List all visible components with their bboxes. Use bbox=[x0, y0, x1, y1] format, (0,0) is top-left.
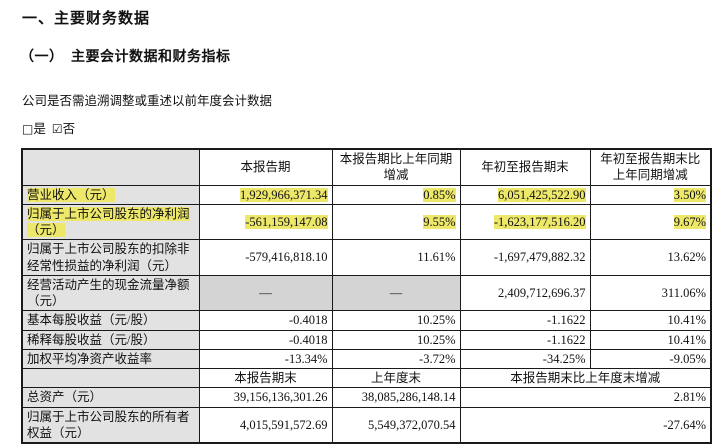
value-cell: -9.05% bbox=[589, 348, 712, 370]
restatement-question: 公司是否需追溯调整或重述以前年度会计数据 bbox=[22, 94, 273, 108]
value-cell: -0.4018 bbox=[198, 310, 333, 331]
subheader-row: 本报告期末 上年度末 本报告期末比上年度末增减 bbox=[21, 367, 712, 389]
checkbox-line: □是 ☑否 bbox=[22, 118, 717, 137]
header-row: 本报告期 本报告期比上年同期增减 年初至报告期末 年初至报告期末比上年同期增减 bbox=[21, 148, 712, 186]
value-cell: 10.41% bbox=[589, 329, 712, 350]
value-cell: 5,549,372,070.54 bbox=[331, 406, 461, 444]
value-cell: -27.64% bbox=[459, 406, 712, 444]
document-page: 一、主要财务数据 （一） 主要会计数据和财务指标 公司是否需追溯调整或重述以前年… bbox=[0, 7, 717, 444]
row-label: 归属于上市公司股东的所有者权益（元） bbox=[21, 406, 200, 444]
col-header: 本报告期比上年同期增减 bbox=[331, 148, 461, 186]
col-header: 年初至报告期末比上年同期增减 bbox=[589, 148, 712, 186]
highlighted-value: 6,051,425,522.90 bbox=[498, 187, 586, 202]
highlighted-text: 归属于上市公司股东的净利润（元） bbox=[27, 206, 190, 237]
table-row-total-assets: 总资产（元） 39,156,136,301.26 38,085,286,148.… bbox=[21, 387, 712, 408]
highlighted-value: -561,159,147.08 bbox=[245, 214, 328, 229]
checkbox-no-option: ☑否 bbox=[52, 122, 75, 136]
col-subheader: 本报告期末 bbox=[198, 367, 333, 389]
value-cell: 311.06% bbox=[589, 274, 712, 312]
table-row-operating-cash-flow: 经营活动产生的现金流量净额（元） — — 2,409,712,696.37 31… bbox=[21, 274, 712, 312]
value-cell: 4,015,591,572.69 bbox=[198, 406, 333, 444]
col-header: 本报告期 bbox=[198, 148, 333, 186]
value-cell: 2,409,712,696.37 bbox=[459, 274, 591, 312]
row-label: 营业收入（元） bbox=[21, 184, 200, 205]
table-row-shareholders-equity: 归属于上市公司股东的所有者权益（元） 4,015,591,572.69 5,54… bbox=[21, 406, 712, 444]
value-cell: -3.72% bbox=[331, 348, 461, 370]
value-cell: -1.1622 bbox=[459, 329, 591, 350]
col-subheader: 上年度末 bbox=[331, 367, 461, 389]
empty-value-cell: — bbox=[198, 274, 333, 312]
value-cell: 3.50% bbox=[589, 184, 712, 205]
value-cell: 11.61% bbox=[331, 239, 461, 276]
corner-cell bbox=[21, 148, 200, 186]
checkbox-yes-option: □是 bbox=[22, 122, 46, 136]
table-row-basic-eps: 基本每股收益（元/股） -0.4018 10.25% -1.1622 10.41… bbox=[21, 310, 712, 331]
empty-value-cell: — bbox=[331, 274, 461, 312]
highlighted-text: 营业收入（元） bbox=[27, 187, 115, 202]
row-label: 总资产（元） bbox=[21, 387, 200, 408]
value-cell: -0.4018 bbox=[198, 329, 333, 350]
highlighted-value: -1,623,177,516.20 bbox=[493, 214, 586, 229]
col-header: 年初至报告期末 bbox=[459, 148, 591, 186]
value-cell: -34.25% bbox=[459, 348, 591, 370]
value-cell: -1,697,479,882.32 bbox=[459, 239, 591, 276]
row-label: 加权平均净资产收益率 bbox=[21, 348, 200, 370]
col-subheader: 本报告期末比上年度末增减 bbox=[459, 367, 712, 389]
table-row-diluted-eps: 稀释每股收益（元/股） -0.4018 10.25% -1.1622 10.41… bbox=[21, 329, 712, 350]
checkbox-yes-label: 是 bbox=[33, 122, 46, 136]
row-label: 稀释每股收益（元/股） bbox=[21, 329, 200, 350]
financial-indicators-table: 本报告期 本报告期比上年同期增减 年初至报告期末 年初至报告期末比上年同期增减 … bbox=[21, 148, 712, 444]
value-cell: 10.25% bbox=[331, 329, 461, 350]
highlighted-value: 9.55% bbox=[423, 214, 456, 229]
row-label: 归属于上市公司股东的扣除非经常性损益的净利润（元） bbox=[21, 239, 200, 276]
value-cell: 6,051,425,522.90 bbox=[459, 184, 591, 205]
value-cell: -1.1622 bbox=[459, 310, 591, 331]
corner-cell bbox=[21, 367, 200, 389]
highlighted-value: 1,929,966,371.34 bbox=[240, 187, 328, 202]
value-cell: 10.25% bbox=[331, 310, 461, 331]
value-cell: 39,156,136,301.26 bbox=[198, 387, 333, 408]
value-cell: 10.41% bbox=[589, 310, 712, 331]
value-cell: -561,159,147.08 bbox=[198, 203, 333, 241]
value-cell: 9.55% bbox=[331, 203, 461, 241]
highlighted-value: 9.67% bbox=[673, 214, 706, 229]
section-title: 一、主要财务数据 bbox=[22, 10, 151, 27]
value-cell: 1,929,966,371.34 bbox=[198, 184, 333, 205]
value-cell: -579,416,818.10 bbox=[198, 239, 333, 276]
highlighted-value: 3.50% bbox=[673, 187, 706, 202]
value-cell: -13.34% bbox=[198, 348, 333, 370]
value-cell: 2.81% bbox=[459, 387, 712, 408]
value-cell: 9.67% bbox=[589, 203, 712, 241]
subsection-title: （一） 主要会计数据和财务指标 bbox=[20, 48, 231, 64]
highlighted-value: 0.85% bbox=[423, 187, 456, 202]
value-cell: 13.62% bbox=[589, 239, 712, 276]
value-cell: 0.85% bbox=[331, 184, 461, 205]
checkbox-no-label: 否 bbox=[62, 122, 76, 136]
table-row-net-profit: 归属于上市公司股东的净利润（元） -561,159,147.08 9.55% -… bbox=[21, 203, 712, 241]
row-label: 经营活动产生的现金流量净额（元） bbox=[21, 274, 200, 312]
value-cell: -1,623,177,516.20 bbox=[459, 203, 591, 241]
table-row-net-profit-excl-nonrecurring: 归属于上市公司股东的扣除非经常性损益的净利润（元） -579,416,818.1… bbox=[21, 239, 712, 276]
row-label: 归属于上市公司股东的净利润（元） bbox=[21, 203, 200, 241]
checkbox-checked-icon: ☑ bbox=[51, 122, 63, 136]
table-row-revenue: 营业收入（元） 1,929,966,371.34 0.85% 6,051,425… bbox=[21, 184, 712, 205]
table-row-weighted-avg-roe: 加权平均净资产收益率 -13.34% -3.72% -34.25% -9.05% bbox=[21, 348, 712, 370]
value-cell: 38,085,286,148.14 bbox=[331, 387, 461, 408]
checkbox-unchecked-icon: □ bbox=[22, 122, 34, 136]
row-label: 基本每股收益（元/股） bbox=[21, 310, 200, 331]
